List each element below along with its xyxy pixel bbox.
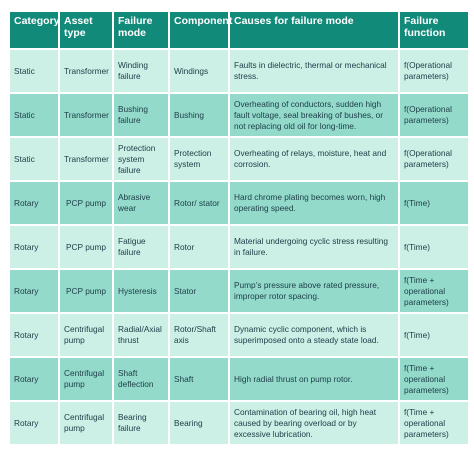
cell-category: Rotary: [10, 314, 58, 356]
cell-failure-function: f(Operational parameters): [400, 138, 468, 180]
cell-asset-type: PCP pump: [60, 226, 112, 268]
cell-category: Static: [10, 138, 58, 180]
cell-asset-type: Transformer: [60, 50, 112, 92]
cell-component: Bushing: [170, 94, 228, 136]
cell-category: Rotary: [10, 226, 58, 268]
header-failure-function: Failure function: [400, 12, 468, 48]
cell-failure-function: f(Time): [400, 314, 468, 356]
table-row: Rotary PCP pump Fatigue failure Rotor Ma…: [10, 226, 468, 268]
cell-failure-mode: Fatigue failure: [114, 226, 168, 268]
cell-causes: Contamination of bearing oil, high heat …: [230, 402, 398, 444]
cell-category: Static: [10, 94, 58, 136]
cell-asset-type: Centrifugal pump: [60, 402, 112, 444]
table-row: Rotary PCP pump Hysteresis Stator Pump’s…: [10, 270, 468, 312]
header-causes: Causes for failure mode: [230, 12, 398, 48]
cell-failure-mode: Bushing failure: [114, 94, 168, 136]
cell-causes: Pump’s pressure above rated pressure, im…: [230, 270, 398, 312]
cell-component: Protection system: [170, 138, 228, 180]
cell-asset-type: Centrifugal pump: [60, 314, 112, 356]
cell-causes: Overheating of relays, moisture, heat an…: [230, 138, 398, 180]
header-category: Category: [10, 12, 60, 48]
cell-failure-function: f(Operational parameters): [400, 50, 468, 92]
cell-causes: Dynamic cyclic component, which is super…: [230, 314, 398, 356]
cell-causes: Hard chrome plating becomes worn, high o…: [230, 182, 398, 224]
cell-failure-mode: Shaft deflection: [114, 358, 168, 400]
header-asset-type: Asset type: [60, 12, 112, 48]
cell-causes: High radial thrust on pump rotor.: [230, 358, 398, 400]
cell-component: Rotor/Shaft axis: [170, 314, 228, 356]
cell-failure-function: f(Time + operational parameters): [400, 358, 468, 400]
cell-failure-mode: Hysteresis: [114, 270, 168, 312]
cell-component: Bearing: [170, 402, 228, 444]
cell-failure-mode: Winding failure: [114, 50, 168, 92]
table-row: Rotary PCP pump Abrasive wear Rotor/ sta…: [10, 182, 468, 224]
cell-category: Rotary: [10, 402, 58, 444]
cell-asset-type: PCP pump: [60, 270, 112, 312]
table-row: Rotary Centrifugal pump Radial/Axial thr…: [10, 314, 468, 356]
header-failure-mode: Failure mode: [114, 12, 168, 48]
cell-failure-mode: Radial/Axial thrust: [114, 314, 168, 356]
cell-category: Static: [10, 50, 58, 92]
cell-failure-mode: Abrasive wear: [114, 182, 168, 224]
failure-mode-table: Category Asset type Failure mode Compone…: [8, 10, 470, 446]
cell-category: Rotary: [10, 270, 58, 312]
header-row: Category Asset type Failure mode Compone…: [10, 12, 468, 48]
cell-asset-type: Transformer: [60, 94, 112, 136]
cell-category: Rotary: [10, 182, 58, 224]
cell-component: Windings: [170, 50, 228, 92]
table-row: Rotary Centrifugal pump Bearing failure …: [10, 402, 468, 444]
cell-failure-function: f(Time + operational parameters): [400, 402, 468, 444]
cell-category: Rotary: [10, 358, 58, 400]
cell-failure-function: f(Time): [400, 182, 468, 224]
cell-component: Stator: [170, 270, 228, 312]
cell-causes: Overheating of conductors, sudden high f…: [230, 94, 398, 136]
header-component: Component: [170, 12, 232, 48]
table-row: Rotary Centrifugal pump Shaft deflection…: [10, 358, 468, 400]
cell-asset-type: Transformer: [60, 138, 112, 180]
table-row: Static Transformer Protection system fai…: [10, 138, 468, 180]
cell-component: Rotor: [170, 226, 228, 268]
cell-failure-function: f(Time): [400, 226, 468, 268]
cell-failure-function: f(Operational parameters): [400, 94, 468, 136]
table-row: Static Transformer Bushing failure Bushi…: [10, 94, 468, 136]
cell-failure-mode: Bearing failure: [114, 402, 168, 444]
cell-causes: Faults in dielectric, thermal or mechani…: [230, 50, 398, 92]
cell-asset-type: PCP pump: [60, 182, 112, 224]
cell-failure-mode: Protection system failure: [114, 138, 168, 180]
cell-component: Shaft: [170, 358, 228, 400]
cell-component: Rotor/ stator: [170, 182, 228, 224]
table-row: Static Transformer Winding failure Windi…: [10, 50, 468, 92]
cell-failure-function: f(Time + operational parameters): [400, 270, 468, 312]
cell-causes: Material undergoing cyclic stress result…: [230, 226, 398, 268]
cell-asset-type: Centrifugal pump: [60, 358, 112, 400]
